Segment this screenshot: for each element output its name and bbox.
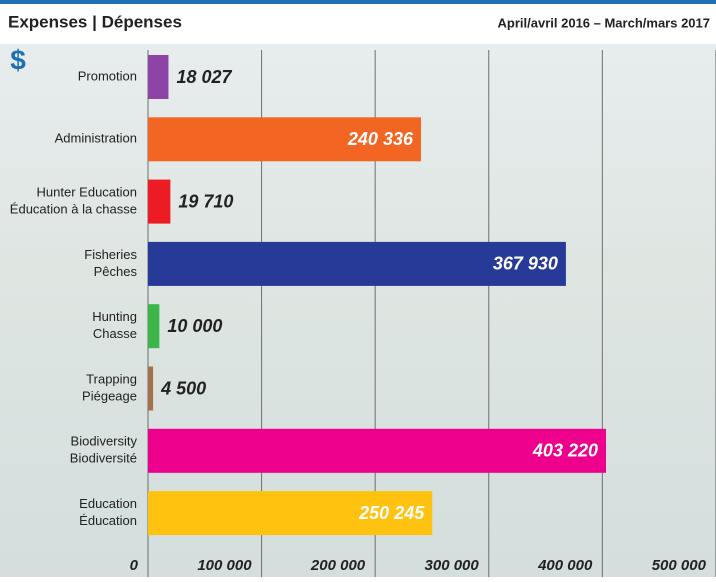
- chart-subtitle: April/avril 2016 – March/mars 2017: [498, 15, 710, 30]
- x-tick-label: 200 000: [310, 557, 366, 574]
- category-label: Trapping: [86, 371, 137, 386]
- x-tick-label: 0: [130, 557, 139, 574]
- category-label: Fisheries: [84, 247, 137, 262]
- category-label: Hunting: [92, 309, 137, 324]
- category-label: Promotion: [78, 68, 137, 83]
- category-label: Éducation: [79, 513, 137, 528]
- bar: [148, 304, 160, 349]
- chart-title: Expenses | Dépenses: [8, 12, 182, 31]
- value-label: 10 000: [167, 316, 222, 336]
- axis-symbol: $: [10, 44, 26, 75]
- category-label: Piégeage: [82, 388, 137, 403]
- category-label: Chasse: [93, 326, 137, 341]
- category-label: Pêches: [94, 264, 138, 279]
- value-label: 4 500: [160, 378, 206, 398]
- category-label: Biodiversity: [71, 434, 138, 449]
- x-tick-label: 100 000: [197, 557, 252, 574]
- category-label: Administration: [55, 131, 137, 146]
- x-tick-label: 500 000: [652, 557, 707, 574]
- value-label: 19 710: [178, 191, 233, 211]
- bar: [148, 491, 433, 536]
- category-label: Biodiversité: [70, 451, 137, 466]
- value-label: 240 336: [347, 129, 414, 149]
- header-rule: [0, 0, 716, 4]
- bar: [148, 117, 421, 162]
- value-label: 367 930: [493, 254, 558, 274]
- x-tick-label: 400 000: [537, 557, 593, 574]
- bar: [148, 179, 171, 224]
- value-label: 18 027: [176, 67, 232, 87]
- bar: [148, 428, 606, 473]
- bar: [148, 241, 566, 286]
- value-label: 403 220: [532, 441, 598, 461]
- category-label: Hunter Education: [37, 185, 137, 200]
- category-label: Education: [79, 496, 137, 511]
- category-label: Éducation à la chasse: [10, 202, 137, 217]
- bar: [148, 366, 154, 411]
- x-tick-label: 300 000: [425, 557, 480, 574]
- bar: [148, 55, 169, 99]
- header-band: [0, 0, 716, 44]
- value-label: 250 245: [358, 503, 425, 523]
